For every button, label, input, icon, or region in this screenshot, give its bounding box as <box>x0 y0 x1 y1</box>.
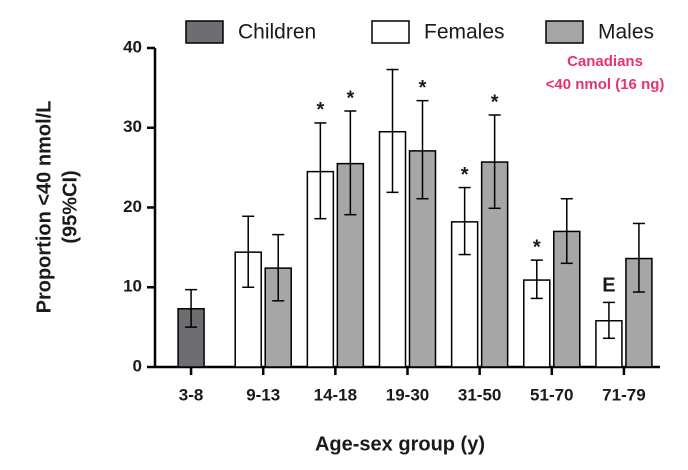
error-bar <box>386 68 399 194</box>
error-bar <box>185 288 198 328</box>
x-tick-label: 71-79 <box>602 385 645 404</box>
y-tick-label: 40 <box>123 37 142 56</box>
bar <box>234 251 262 368</box>
bar <box>177 308 205 368</box>
legend-swatch <box>185 20 224 44</box>
significance-flag: * <box>491 91 499 113</box>
error-bar <box>560 197 573 265</box>
legend-swatch <box>545 20 584 44</box>
x-axis-title: Age-sex group (y) <box>315 433 485 455</box>
legend-label: Males <box>598 21 654 44</box>
significance-flag: * <box>346 87 354 109</box>
error-bar <box>344 110 357 216</box>
error-bar <box>242 215 255 288</box>
significance-flag: E <box>602 275 615 297</box>
error-bar <box>632 222 645 293</box>
x-tick-label: 3-8 <box>179 385 204 404</box>
error-bar <box>272 233 285 302</box>
significance-flag: * <box>533 236 541 258</box>
error-bar <box>416 99 429 200</box>
y-tick-label: 20 <box>123 197 142 216</box>
x-tick-label: 19-30 <box>386 385 429 404</box>
significance-flag: * <box>419 77 427 99</box>
error-bar <box>458 186 471 256</box>
y-axis-title: (95%CI) <box>59 170 81 243</box>
legend-label: Children <box>238 21 316 44</box>
y-tick-label: 10 <box>123 277 142 296</box>
significance-flag: * <box>316 99 324 121</box>
x-tick-label: 51-70 <box>530 385 573 404</box>
bar <box>480 161 509 368</box>
annotation: Canadians <box>567 53 643 70</box>
legend-swatch <box>371 20 410 44</box>
x-tick-label: 14-18 <box>314 385 357 404</box>
y-tick-label: 30 <box>123 117 142 136</box>
error-bar <box>314 122 327 220</box>
error-bar <box>530 259 543 300</box>
x-tick-label: 31-50 <box>458 385 501 404</box>
annotation: <40 nmol (16 ng) <box>546 76 665 93</box>
y-axis-title: Proportion <40 nmol/L <box>33 101 55 314</box>
y-tick-label: 0 <box>133 356 142 375</box>
x-tick-label: 9-13 <box>246 385 280 404</box>
error-bar <box>602 301 615 340</box>
significance-flag: * <box>461 164 469 186</box>
error-bar <box>488 114 501 210</box>
legend-label: Females <box>424 21 505 44</box>
